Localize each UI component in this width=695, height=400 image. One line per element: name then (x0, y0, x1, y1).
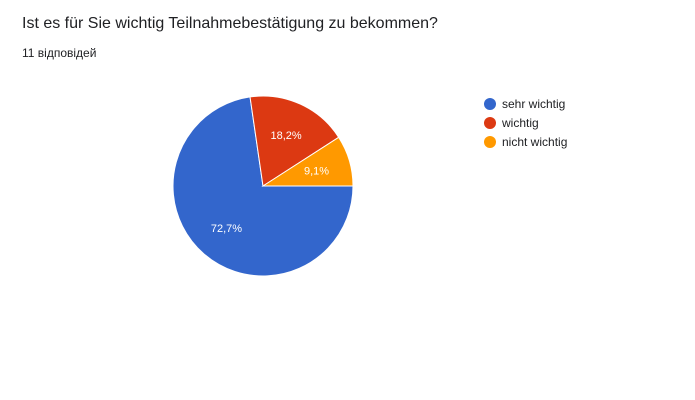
legend-dot-icon (484, 97, 496, 110)
legend-item[interactable]: nicht wichtig (484, 132, 567, 151)
pie-slice-wichtig[interactable] (249, 95, 340, 187)
legend-label: sehr wichtig (502, 96, 566, 111)
legend-dot-icon (484, 135, 496, 148)
legend: sehr wichtig wichtig nicht wichtig (484, 94, 567, 151)
pie-slice-nicht-wichtig[interactable] (261, 136, 354, 187)
slice-label: 72,7% (211, 223, 242, 235)
slice-label: 18,2% (271, 130, 302, 142)
response-count: 11 відповідей (22, 46, 97, 60)
chart-title: Ist es für Sie wichtig Teilnahmebestätig… (22, 15, 438, 32)
legend-item[interactable]: wichtig (484, 113, 567, 132)
legend-label: nicht wichtig (502, 134, 568, 149)
legend-dot-icon (484, 116, 496, 129)
legend-label: wichtig (502, 115, 539, 130)
legend-item[interactable]: sehr wichtig (484, 94, 567, 113)
slice-label: 9,1% (304, 165, 329, 177)
